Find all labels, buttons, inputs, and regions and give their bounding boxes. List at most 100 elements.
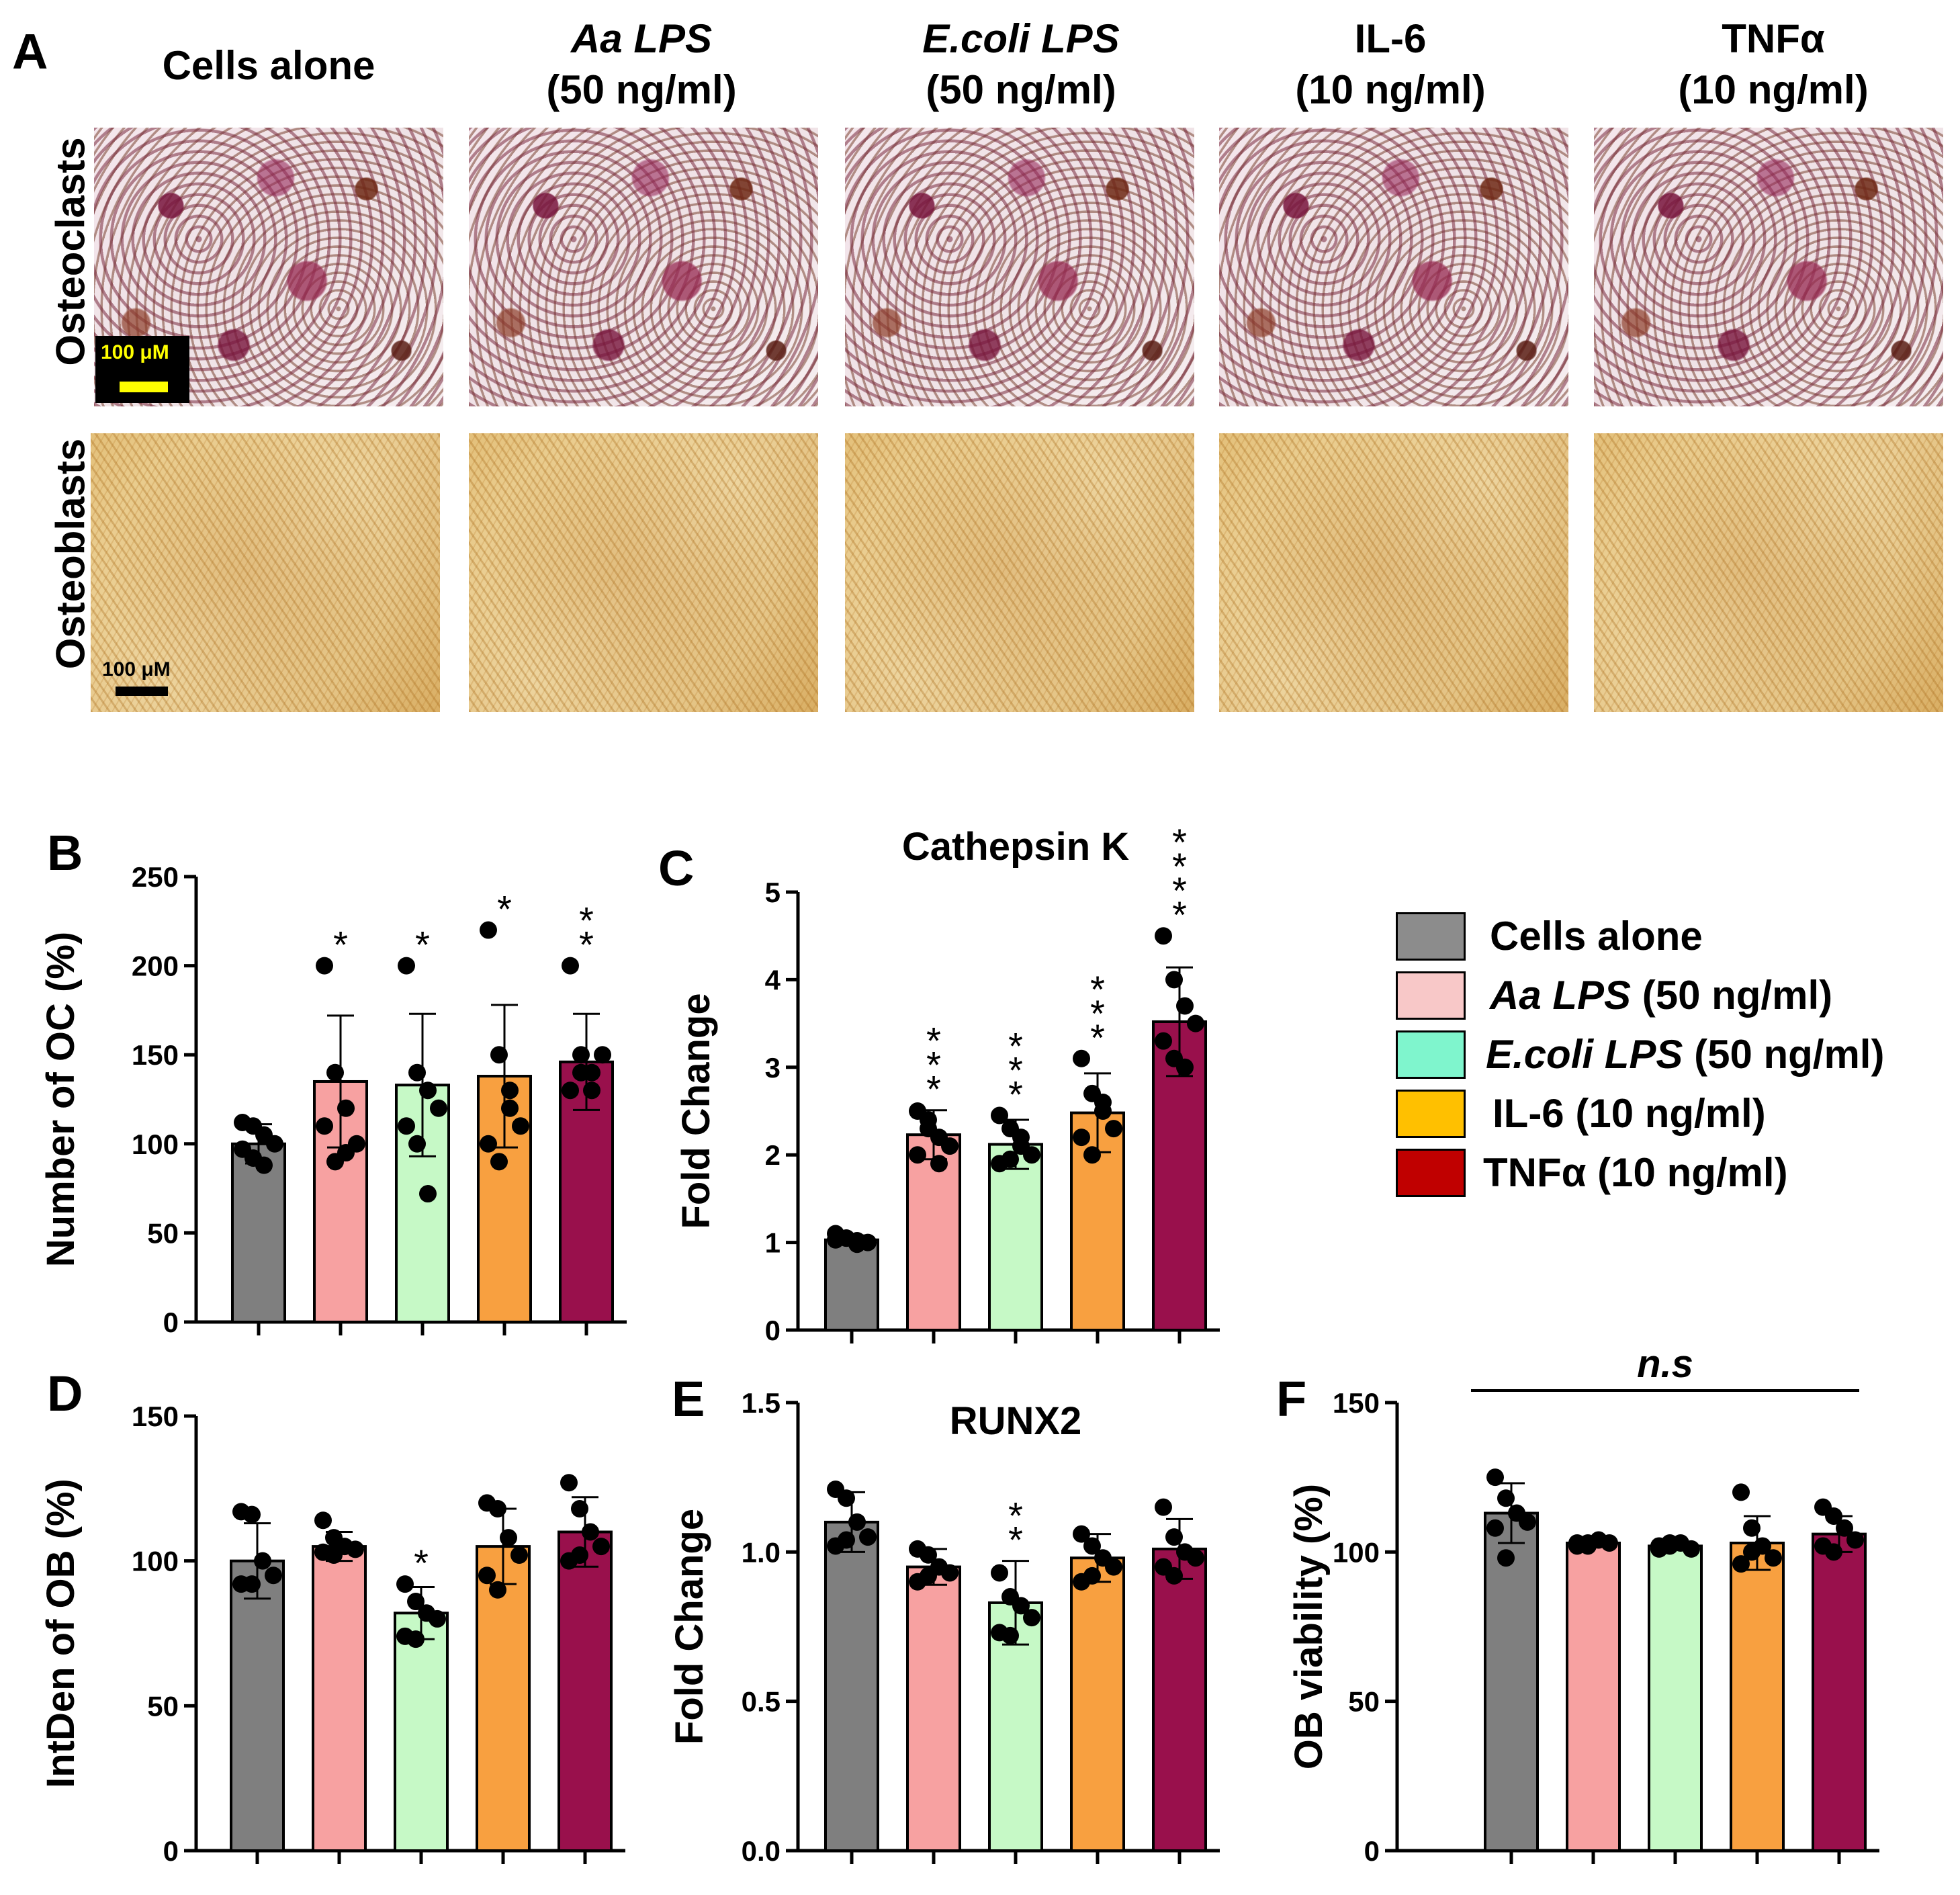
data-point [1083,1537,1101,1555]
data-point [1105,1558,1122,1576]
chart-title: Cathepsin K [902,825,1129,869]
column-title-line1: Aa LPS [570,16,713,61]
significance-star: * [579,899,594,942]
y-tick-label: 4 [765,964,781,996]
bar [558,1530,613,1853]
data-point [408,1135,426,1153]
significance-star: * [1008,1049,1023,1092]
data-point [480,1135,497,1153]
bar [906,1565,961,1852]
data-point [571,1500,588,1518]
chart-panel-e: E RUNX2 0.0 0.5 1.0 1.5 Fold Change ** [668,1371,1220,1867]
y-tick-label: 0 [1364,1835,1380,1867]
y-tick-label: 1.5 [742,1387,781,1419]
y-tick-label: 100 [1333,1536,1380,1568]
data-point [941,1564,959,1582]
column-title-cells-alone: Cells alone [87,40,450,91]
bar [988,1143,1043,1331]
significance-star: * [579,924,594,966]
legend-label-text: (50 ng/ml) [1631,973,1833,1018]
data-point [501,1099,519,1117]
data-point [1176,997,1194,1015]
data-point [859,1528,877,1546]
data-point [255,1156,273,1174]
data-point [1187,1549,1204,1567]
y-axis-label: IntDen of OB (%) [39,1479,83,1788]
column-title-line1: TNFα [1722,16,1825,61]
column-title-il6: IL-6 (10 ng/ml) [1209,13,1572,116]
osteoblast-micrograph-tnfa [1594,433,1943,712]
y-tick-label: 3 [765,1052,781,1084]
data-point [1825,1543,1842,1561]
legend-label-tnfa: TNFα (10 ng/ml) [1483,1153,1788,1193]
legend-label-text: IL-6 (10 ng/ml) [1493,1091,1766,1136]
data-point [501,1082,519,1100]
data-point [243,1575,261,1593]
data-point [398,957,415,975]
data-point [560,1474,578,1492]
data-point [398,1117,415,1135]
significance-star: * [926,1068,941,1110]
significance-star: * [415,924,430,966]
osteoblast-micrograph-cells-alone [91,433,440,712]
bar [824,1520,879,1853]
data-point [1105,1120,1122,1138]
data-point [1012,1137,1030,1155]
y-tick-label: 0.0 [742,1835,781,1867]
data-point [1155,927,1172,945]
data-point [1497,1549,1515,1567]
data-point [489,1500,506,1518]
data-point [478,1567,496,1585]
panel-letter: C [658,840,694,896]
y-axis-label: OB viability (%) [1287,1484,1331,1769]
data-point [419,1082,437,1100]
column-title-line2: (50 ng/ml) [926,67,1116,112]
data-point [930,1155,948,1173]
significance-star: * [926,1044,941,1086]
significance-star: * [926,1020,941,1062]
data-point [1012,1597,1030,1615]
data-point [326,1063,344,1082]
legend-label-italic: Aa LPS [1490,973,1632,1018]
y-axis-label: Number of OC (%) [39,932,83,1267]
column-title-line1: E.coli LPS [922,16,1120,61]
data-point [920,1120,937,1138]
osteoblast-micrograph-aa-lps [469,433,818,712]
data-point [1001,1626,1019,1644]
bar [230,1559,285,1853]
data-point [1601,1534,1618,1552]
data-point [429,1610,446,1628]
legend-label-text: (50 ng/ml) [1683,1032,1885,1077]
data-point [582,1523,599,1541]
significance-star: * [1090,968,1105,1010]
data-point [1836,1519,1853,1537]
chart-panel-f: F 0 50 100 150 OB viability (%) n.s [1276,1342,1879,1867]
data-point [512,1117,529,1135]
data-point [1083,1567,1101,1585]
y-tick-label: 100 [132,1546,179,1577]
y-tick-label: 0 [163,1835,179,1867]
data-point [1765,1549,1782,1567]
significance-star: * [1172,893,1187,936]
data-point [419,1185,437,1203]
data-point [1155,1032,1172,1050]
y-tick-label: 1 [765,1227,781,1259]
y-tick-label: 100 [132,1129,179,1160]
column-title-line2: (50 ng/ml) [546,67,737,112]
y-axis-label: Fold Change [674,993,718,1229]
significance-star: * [1090,1016,1105,1059]
data-point [1073,1129,1090,1147]
data-point [1023,1609,1040,1627]
y-tick-label: 5 [765,877,781,908]
y-tick-label: 150 [132,1401,179,1432]
data-point [1732,1483,1750,1501]
data-point [572,1046,590,1064]
data-point [407,1593,425,1611]
data-point [500,1529,517,1547]
data-point [592,1538,610,1556]
data-point [1176,1058,1194,1076]
panel-letter: D [47,1366,83,1421]
column-title-ecoli-lps: E.coli LPS (50 ng/ml) [840,13,1202,116]
legend-swatch-il6 [1396,1090,1466,1138]
